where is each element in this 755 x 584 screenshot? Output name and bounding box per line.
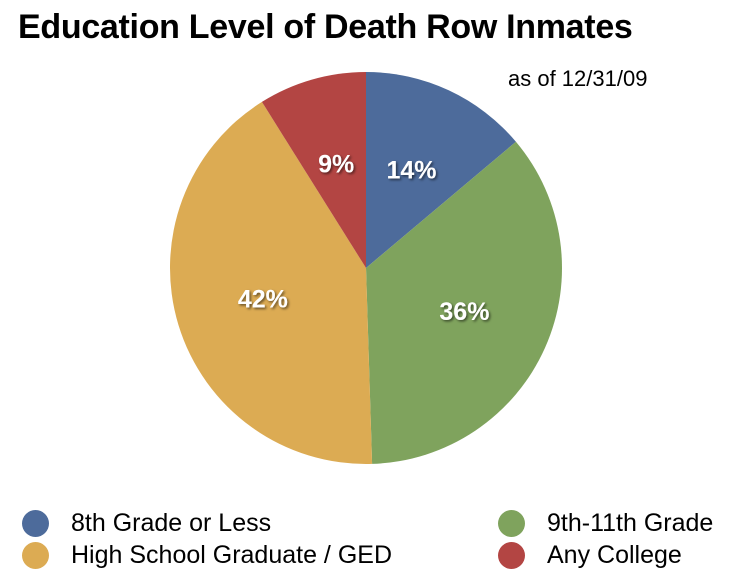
slice-label: 14%	[386, 156, 436, 184]
pie-slice-any-college	[261, 72, 366, 268]
slice-label: 42%	[238, 285, 288, 313]
slice-label: 36%	[439, 298, 489, 326]
pie-slice-high-school-graduate-ged	[170, 101, 373, 464]
pie-slice-8th-grade-or-less	[366, 72, 516, 268]
pie-slice-9th-11th-grade	[366, 141, 562, 464]
chart-subtitle: as of 12/31/09	[508, 66, 648, 91]
chart-title: Education Level of Death Row Inmates	[18, 8, 633, 46]
slice-label: 9%	[318, 150, 354, 178]
